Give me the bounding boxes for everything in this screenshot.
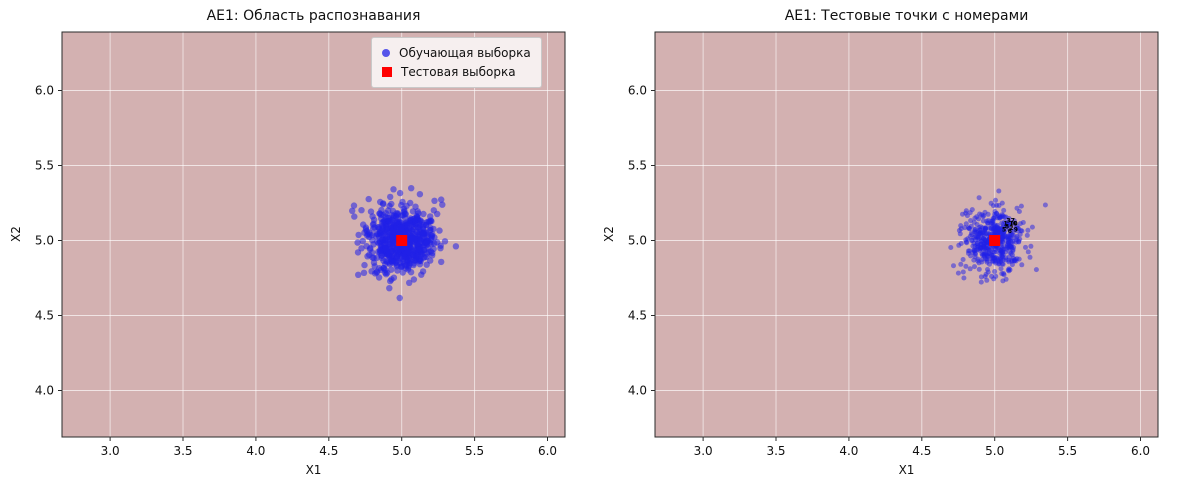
ytick-label: 6.0 (35, 84, 54, 98)
xtick-label: 5.0 (985, 444, 1004, 458)
svg-text:1: 1 (1004, 221, 1008, 228)
xtick-label: 6.0 (1131, 444, 1150, 458)
ytick-label: 5.0 (628, 234, 647, 248)
xtick-label: 4.5 (319, 444, 338, 458)
legend-row-test: Тестовая выборка (382, 63, 531, 82)
svg-text:4: 4 (1012, 221, 1016, 228)
ytick-label: 4.0 (35, 384, 54, 398)
plot-panel-1: 123 45 6 78 910 3.0 3.5 4.0 4.5 5.0 5.5 6.0 4.0 4.5 5.… (628, 31, 1159, 459)
svg-text:2: 2 (1009, 225, 1013, 232)
xtick-label: 5.0 (392, 444, 411, 458)
test-point (396, 235, 408, 246)
xtick-label: 3.0 (101, 444, 120, 458)
left-yaxis-label: X2 (9, 226, 23, 242)
svg-text:6: 6 (1008, 228, 1012, 235)
test-point (989, 235, 1001, 246)
decision-region (655, 32, 1158, 437)
xtick-label: 4.0 (246, 444, 265, 458)
plot-spines (61, 31, 566, 438)
test-marker-icon (382, 66, 392, 77)
xtick-label: 5.5 (1058, 444, 1077, 458)
train-marker-icon (382, 49, 390, 58)
svg-text:5: 5 (1002, 227, 1006, 234)
left-plot-title: AE1: Область распознавания (206, 8, 421, 24)
ytick-label: 5.0 (35, 234, 54, 248)
point-number-annotations: 123 45 6 78 910 (1002, 218, 1018, 236)
legend: Обучающая выборка Тестовая выборка (371, 37, 542, 89)
legend-label-train: Обучающая выборка (399, 46, 531, 60)
ytick-label: 4.0 (628, 384, 647, 398)
xtick-label: 3.5 (766, 444, 785, 458)
svg-text:10: 10 (1009, 221, 1017, 228)
xtick-label: 3.5 (173, 444, 192, 458)
right-yaxis-label: X2 (602, 226, 616, 242)
ytick-label: 5.5 (628, 159, 647, 173)
xtick-label: 3.0 (694, 444, 713, 458)
ytick-label: 4.5 (35, 309, 54, 323)
right-xaxis-label: X1 (898, 463, 915, 477)
xtick-label: 4.5 (912, 444, 931, 458)
xtick-label: 6.0 (538, 444, 557, 458)
svg-text:9: 9 (1014, 227, 1018, 234)
ytick-label: 4.5 (628, 309, 647, 323)
left-xaxis-label: X1 (305, 463, 322, 477)
axis-ticks: 3.0 3.5 4.0 4.5 5.0 5.5 6.0 4.0 4.5 5.0 5.5 6.0 (35, 84, 557, 459)
svg-text:7: 7 (1011, 218, 1015, 225)
xtick-label: 4.0 (839, 444, 858, 458)
legend-label-test: Тестовая выборка (401, 64, 516, 79)
plot-spines (654, 31, 1159, 438)
legend-row-train: Обучающая выборка (382, 44, 531, 63)
plot-panel-0: 3.0 3.5 4.0 4.5 5.0 5.5 6.0 4.0 4.5 5.0 5.5 6.0 (35, 31, 566, 459)
decision-region (62, 32, 565, 437)
ytick-label: 6.0 (628, 84, 647, 98)
svg-text:3: 3 (1006, 218, 1010, 225)
svg-text:8: 8 (1005, 224, 1009, 231)
xtick-label: 5.5 (465, 444, 484, 458)
ytick-label: 5.5 (35, 159, 54, 173)
axis-ticks: 3.0 3.5 4.0 4.5 5.0 5.5 6.0 4.0 4.5 5.0 5.5 6.0 (628, 84, 1150, 459)
right-plot-title: AE1: Тестовые точки с номерами (784, 8, 1029, 24)
